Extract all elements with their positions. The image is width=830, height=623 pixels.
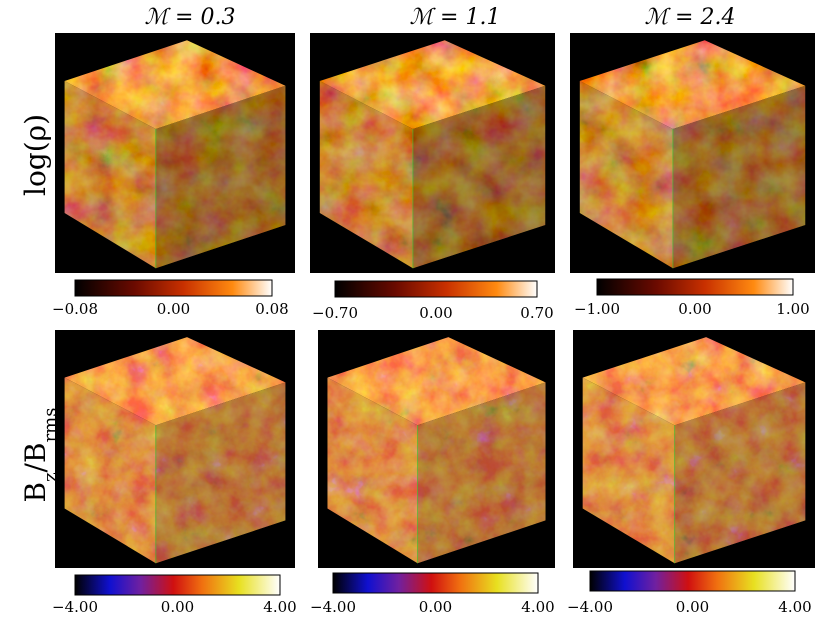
colorbar-tick-label: −1.00 xyxy=(574,300,620,318)
cube-face xyxy=(579,81,673,269)
cube-face xyxy=(64,337,286,426)
colorbar xyxy=(74,279,273,297)
column-title: ℳ = 1.1 xyxy=(410,5,501,30)
cube-face xyxy=(327,337,546,426)
colorbar-tick-label: 0.00 xyxy=(419,598,452,616)
face-shade xyxy=(155,85,286,269)
row-label-part: z xyxy=(40,472,61,481)
colorbar-tick-label: 0.00 xyxy=(419,304,452,322)
face-shade xyxy=(582,377,675,564)
cube-face xyxy=(64,81,156,269)
colorbar-tick-label: 0.08 xyxy=(255,300,288,318)
cube-face xyxy=(327,377,418,564)
column-title: ℳ = 0.3 xyxy=(145,5,236,30)
face-shade xyxy=(674,382,806,564)
colorbar-tick-label: −4.00 xyxy=(310,598,356,616)
cube-face xyxy=(672,85,806,269)
cube-face xyxy=(319,40,546,130)
face-shade xyxy=(64,81,156,269)
cube-face xyxy=(417,382,546,564)
cube-face xyxy=(674,382,806,564)
colorbar-tick-label: 0.00 xyxy=(676,598,709,616)
row-label-part: rms xyxy=(40,408,61,443)
colorbar-tick-label: 1.00 xyxy=(776,300,809,318)
face-shade xyxy=(579,81,673,269)
face-shade xyxy=(155,382,286,564)
colorbar-tick-label: 4.00 xyxy=(521,598,554,616)
colorbar-tick-label: 0.70 xyxy=(520,304,553,322)
colorbar-tick-label: 4.00 xyxy=(263,598,296,616)
cube-face xyxy=(579,40,806,130)
cube-face xyxy=(64,40,286,130)
cube-face xyxy=(155,85,286,269)
colorbar xyxy=(334,280,538,298)
colorbar xyxy=(596,278,794,296)
cube-face xyxy=(155,382,286,564)
colorbar-tick-label: −4.00 xyxy=(567,598,613,616)
row-label: Bz/Brms xyxy=(19,408,61,503)
colorbar-tick-label: −0.70 xyxy=(312,304,358,322)
colorbar-tick-label: −0.08 xyxy=(52,300,98,318)
face-shade xyxy=(412,85,546,269)
face-shade xyxy=(64,377,156,564)
cube-face xyxy=(582,377,675,564)
cube-face xyxy=(319,81,413,269)
colorbar xyxy=(589,570,796,592)
colorbar-tick-label: −4.00 xyxy=(52,598,98,616)
row-label-part: /B xyxy=(19,442,52,472)
face-shade xyxy=(417,382,546,564)
face-shade xyxy=(327,377,418,564)
colorbar xyxy=(332,572,539,594)
cube-face xyxy=(64,377,156,564)
colorbar-tick-label: 4.00 xyxy=(778,598,811,616)
face-shade xyxy=(319,81,413,269)
row-label: log(ρ) xyxy=(19,114,52,196)
colorbar xyxy=(74,574,281,596)
face-shade xyxy=(672,85,806,269)
column-title: ℳ = 2.4 xyxy=(645,5,736,30)
colorbar-tick-label: 0.00 xyxy=(678,300,711,318)
cube-face xyxy=(582,337,806,426)
colorbar-tick-label: 0.00 xyxy=(161,598,194,616)
row-label-part: B xyxy=(19,482,52,503)
cube-face xyxy=(412,85,546,269)
colorbar-tick-label: 0.00 xyxy=(157,300,190,318)
